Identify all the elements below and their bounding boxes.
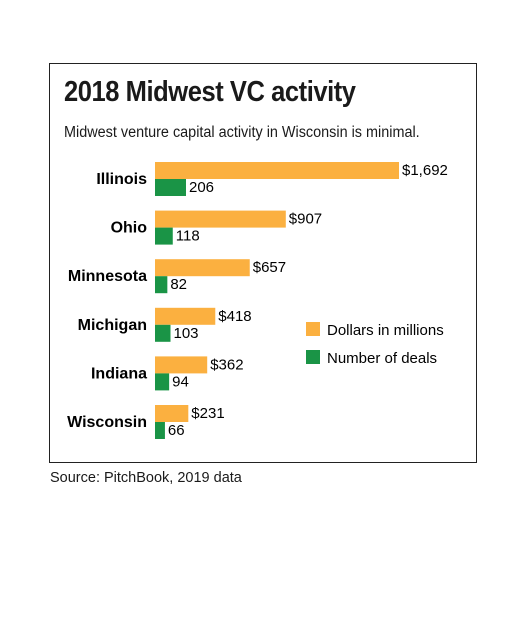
deals-bar-michigan xyxy=(155,324,171,342)
dollars-label-wisconsin: $231 xyxy=(191,405,224,422)
dollars-label-illinois: $1,692 xyxy=(402,162,448,179)
category-label-wisconsin: Wisconsin xyxy=(67,414,147,431)
deals-bar-indiana xyxy=(155,373,170,391)
deals-label-illinois: 206 xyxy=(189,179,214,196)
chart-subtitle: Midwest venture capital activity in Wisc… xyxy=(64,124,420,141)
category-label-ohio: Ohio xyxy=(111,220,148,237)
dollars-label-ohio: $907 xyxy=(289,211,322,228)
dollars-label-michigan: $418 xyxy=(218,308,251,325)
source-note: Source: PitchBook, 2019 data xyxy=(50,470,242,486)
legend-swatch-deals xyxy=(306,350,320,364)
deals-label-wisconsin: 66 xyxy=(168,422,185,439)
dollars-bar-wisconsin xyxy=(155,405,189,422)
deals-bar-illinois xyxy=(155,179,186,196)
dollars-bar-michigan xyxy=(155,307,216,325)
dollars-bar-illinois xyxy=(155,162,399,179)
category-label-illinois: Illinois xyxy=(96,171,147,188)
dollars-bar-ohio xyxy=(155,210,286,228)
deals-label-minnesota: 82 xyxy=(170,276,187,293)
dollars-label-minnesota: $657 xyxy=(253,259,286,276)
chart-frame: 2018 Midwest VC activity Midwest venture… xyxy=(49,63,477,463)
deals-label-ohio: 118 xyxy=(176,228,200,245)
deals-bar-ohio xyxy=(155,227,173,245)
dollars-bar-indiana xyxy=(155,356,208,374)
deals-bar-minnesota xyxy=(155,276,168,294)
category-label-michigan: Michigan xyxy=(78,317,147,334)
legend-swatch-dollars xyxy=(306,322,320,336)
deals-bar-wisconsin xyxy=(155,422,165,439)
deals-label-michigan: 103 xyxy=(174,325,199,342)
deals-label-indiana: 94 xyxy=(172,373,189,390)
dollars-label-indiana: $362 xyxy=(210,356,243,373)
chart-title: 2018 Midwest VC activity xyxy=(64,76,356,108)
category-label-minnesota: Minnesota xyxy=(68,268,147,285)
legend-label-dollars: Dollars in millions xyxy=(327,322,444,339)
category-label-indiana: Indiana xyxy=(91,365,147,382)
legend-label-deals: Number of deals xyxy=(327,350,437,367)
dollars-bar-minnesota xyxy=(155,259,250,277)
